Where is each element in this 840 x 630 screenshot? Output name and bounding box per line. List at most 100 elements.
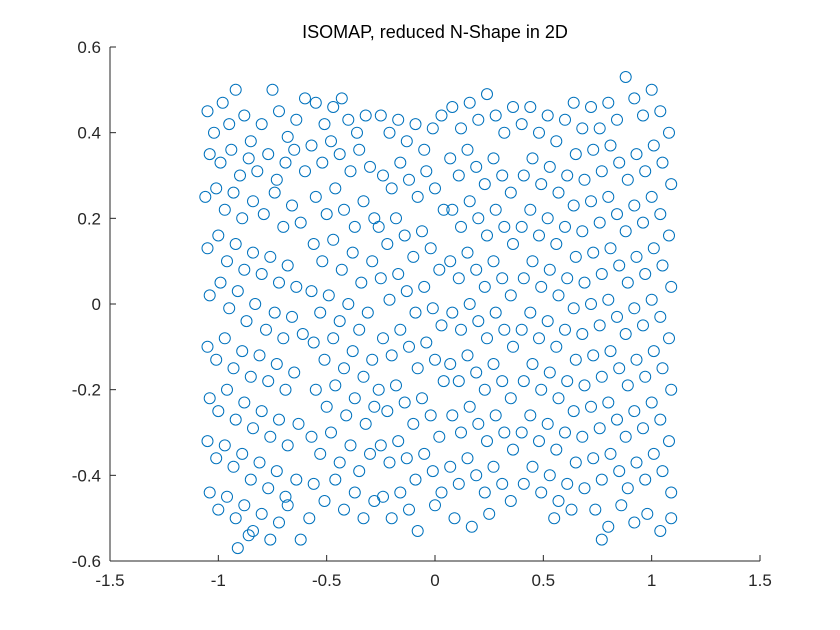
data-point xyxy=(424,409,437,422)
data-point xyxy=(214,276,227,289)
data-point xyxy=(452,375,465,388)
data-point xyxy=(305,430,318,443)
data-point xyxy=(461,143,474,156)
data-point xyxy=(645,190,658,203)
data-point xyxy=(487,358,500,370)
data-point xyxy=(357,195,370,208)
data-point xyxy=(290,280,303,293)
x-tick-label: -1 xyxy=(211,571,226,590)
data-point xyxy=(277,220,290,233)
data-point xyxy=(515,220,528,233)
data-point xyxy=(559,323,571,336)
data-point xyxy=(541,417,554,430)
data-point xyxy=(426,122,439,135)
data-point xyxy=(619,225,632,238)
data-point xyxy=(333,315,346,328)
data-point xyxy=(550,135,563,148)
data-point xyxy=(290,473,303,486)
data-point xyxy=(593,319,606,332)
data-point xyxy=(604,345,617,358)
data-point xyxy=(455,323,467,336)
data-point xyxy=(602,396,615,409)
data-point xyxy=(552,495,565,507)
data-point xyxy=(262,482,275,495)
data-point xyxy=(368,400,381,413)
data-point xyxy=(277,332,290,345)
data-point xyxy=(238,499,251,512)
data-point xyxy=(615,499,628,512)
data-point xyxy=(639,473,652,486)
data-point xyxy=(385,512,398,525)
data-point xyxy=(244,370,257,383)
data-point xyxy=(279,383,292,396)
data-point xyxy=(368,212,381,225)
data-point xyxy=(498,323,511,336)
data-point xyxy=(654,525,667,537)
data-point xyxy=(602,190,615,203)
data-point xyxy=(504,186,517,199)
data-point xyxy=(665,486,678,499)
data-point xyxy=(587,349,600,362)
data-point xyxy=(318,118,331,131)
data-point xyxy=(364,160,376,173)
data-point xyxy=(411,362,424,375)
data-point xyxy=(214,156,227,169)
data-point xyxy=(663,332,675,345)
data-point xyxy=(435,486,448,499)
data-point xyxy=(548,512,561,525)
data-point xyxy=(322,289,335,302)
data-point xyxy=(374,439,387,452)
data-point xyxy=(463,400,476,413)
data-point xyxy=(552,392,565,405)
data-point xyxy=(372,383,385,396)
data-point xyxy=(381,405,394,418)
data-point xyxy=(424,242,437,255)
data-point xyxy=(394,486,407,499)
data-point xyxy=(286,199,298,212)
data-point xyxy=(559,426,571,439)
data-point xyxy=(543,366,556,379)
data-point xyxy=(390,212,402,225)
data-point xyxy=(260,323,272,336)
data-point xyxy=(585,298,597,310)
data-point xyxy=(335,92,348,105)
data-point xyxy=(392,113,405,126)
data-point xyxy=(420,165,433,178)
data-point xyxy=(589,503,602,516)
data-point xyxy=(340,409,353,422)
data-point xyxy=(348,392,361,405)
data-point xyxy=(533,332,545,345)
data-point xyxy=(446,101,459,113)
data-point xyxy=(305,139,318,152)
x-tick-label: -1.5 xyxy=(95,571,124,590)
data-point xyxy=(595,268,608,280)
data-point xyxy=(314,306,327,319)
data-point xyxy=(201,340,214,353)
data-point xyxy=(400,135,413,148)
y-tick-label: 0 xyxy=(92,295,101,314)
data-point xyxy=(333,148,346,161)
data-point xyxy=(398,229,411,242)
data-point xyxy=(247,525,259,537)
data-point xyxy=(517,375,530,388)
data-point xyxy=(279,490,292,503)
data-point xyxy=(316,156,329,169)
data-point xyxy=(541,212,554,225)
data-point xyxy=(535,280,548,293)
data-point xyxy=(255,118,268,131)
data-point xyxy=(504,289,517,302)
data-point xyxy=(268,306,281,319)
data-point xyxy=(346,345,359,358)
data-point xyxy=(344,165,357,178)
data-point xyxy=(238,396,251,409)
data-point xyxy=(448,512,461,525)
data-point xyxy=(543,469,556,482)
data-point xyxy=(435,319,448,332)
data-point xyxy=(478,280,491,293)
data-point xyxy=(216,96,229,109)
data-point xyxy=(619,430,632,443)
data-point xyxy=(355,276,368,289)
data-point xyxy=(203,392,216,405)
data-point xyxy=(210,452,223,465)
data-point xyxy=(307,477,320,490)
